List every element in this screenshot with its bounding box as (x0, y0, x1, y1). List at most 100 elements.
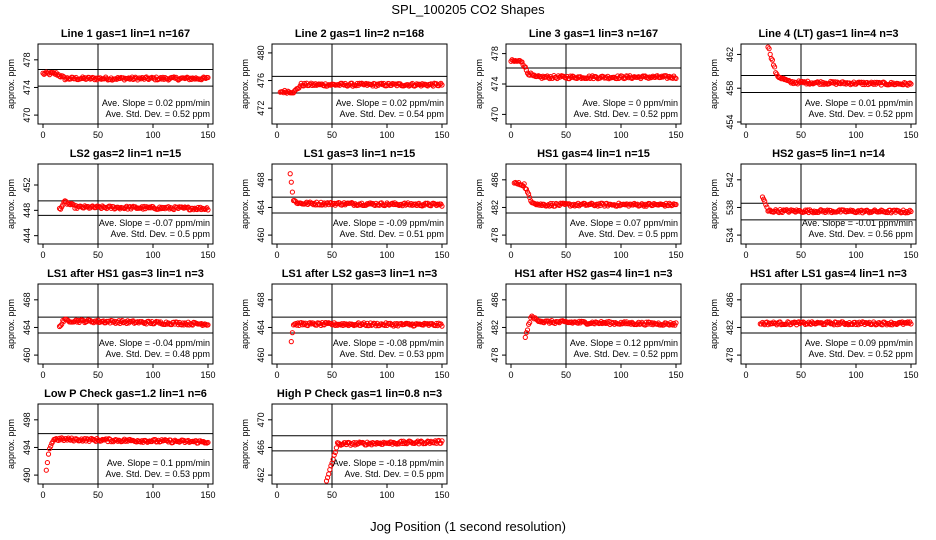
x-tick-label: 50 (561, 130, 571, 140)
panel-title: HS1 after HS2 gas=4 lin=1 n=3 (514, 268, 672, 280)
data-point (772, 64, 778, 70)
x-tick-label: 100 (848, 250, 863, 260)
data-point (297, 83, 303, 89)
panel-title: LS1 gas=3 lin=1 n=15 (304, 148, 416, 160)
panel-title: LS2 gas=2 lin=1 n=15 (70, 148, 182, 160)
data-point (205, 74, 211, 81)
y-tick-label: 464 (256, 320, 266, 335)
data-point (402, 440, 408, 447)
std-annotation: Ave. Std. Dev. = 0.52 ppm (574, 349, 678, 359)
data-point (829, 80, 835, 86)
figure-xlabel: Jog Position (1 second resolution) (370, 519, 566, 534)
panel-title: HS1 gas=4 lin=1 n=15 (537, 148, 650, 160)
data-point (42, 70, 48, 76)
plot-frame (740, 163, 917, 245)
y-tick-label: 542 (725, 172, 735, 187)
data-point (673, 320, 679, 326)
y-tick-label: 464 (256, 200, 266, 215)
y-tick-label: 482 (725, 320, 735, 335)
data-point (341, 321, 347, 327)
slope-annotation: Ave. Slope = 0 ppm/min (582, 98, 678, 108)
std-annotation: Ave. Std. Dev. = 0.53 ppm (340, 349, 444, 359)
x-tick-label: 100 (379, 130, 394, 140)
plot-frame (271, 43, 448, 125)
x-tick-label: 50 (93, 250, 103, 260)
data-point (767, 51, 773, 57)
data-point (411, 202, 418, 208)
data-point (104, 436, 110, 442)
x-tick-label: 0 (508, 370, 513, 380)
panel-title: HS2 gas=5 lin=1 n=14 (772, 148, 886, 160)
data-point (670, 202, 676, 208)
x-tick-label: 150 (200, 250, 215, 260)
data-point (523, 330, 530, 336)
data-point (842, 321, 848, 328)
data-point (360, 81, 366, 87)
data-point (523, 186, 530, 192)
x-tick-label: 50 (327, 490, 337, 500)
y-tick-label: 470 (22, 108, 32, 123)
data-point (522, 334, 528, 340)
data-point (323, 478, 330, 484)
data-point (823, 80, 829, 86)
slope-annotation: Ave. Slope = 0.02 ppm/min (336, 98, 444, 108)
std-annotation: Ave. Std. Dev. = 0.48 ppm (106, 349, 210, 359)
x-tick-label: 50 (93, 130, 103, 140)
panel-title: HS1 after LS1 gas=4 lin=1 n=3 (750, 268, 907, 280)
x-tick-label: 50 (327, 130, 337, 140)
data-point (794, 207, 800, 213)
x-tick-label: 0 (274, 130, 279, 140)
y-tick-label: 462 (256, 468, 266, 483)
plot-frame (740, 43, 917, 125)
data-point (419, 81, 425, 87)
plot-frame (271, 163, 448, 245)
y-tick-label: 460 (22, 348, 32, 363)
x-tick-label: 150 (200, 490, 215, 500)
x-tick-label: 0 (274, 250, 279, 260)
slope-annotation: Ave. Slope = -0.01 ppm/min (802, 218, 913, 228)
data-point (414, 81, 420, 87)
data-point (307, 320, 313, 326)
data-point (332, 449, 338, 456)
data-point (813, 208, 820, 215)
y-tick-label: 494 (22, 440, 32, 455)
y-tick-label: 498 (22, 412, 32, 427)
data-point (769, 57, 776, 63)
y-tick-label: 466 (256, 440, 266, 455)
y-tick-label: 448 (22, 203, 32, 218)
data-point (205, 439, 211, 446)
x-tick-label: 0 (40, 130, 45, 140)
y-tick-label: 458 (725, 81, 735, 96)
data-point (812, 209, 818, 216)
data-point (439, 323, 445, 329)
data-point (45, 451, 52, 457)
y-tick-label: 462 (725, 47, 735, 62)
plot-frame (37, 163, 214, 245)
std-annotation: Ave. Std. Dev. = 0.52 ppm (809, 109, 913, 119)
panel-title: Line 2 gas=1 lin=2 n=168 (295, 28, 424, 40)
data-point (126, 75, 132, 81)
x-tick-label: 0 (274, 490, 279, 500)
data-point (524, 327, 531, 333)
x-tick-label: 50 (796, 130, 806, 140)
std-annotation: Ave. Std. Dev. = 0.56 ppm (809, 229, 913, 239)
data-point (907, 80, 913, 86)
y-tick-label: 468 (22, 292, 32, 307)
slope-annotation: Ave. Slope = -0.18 ppm/min (333, 458, 444, 468)
data-point (527, 319, 533, 326)
data-point (432, 438, 438, 444)
data-point (328, 463, 334, 469)
data-point (287, 171, 293, 177)
y-tick-label: 478 (490, 46, 500, 61)
y-tick-label: 476 (256, 73, 266, 88)
y-tick-label: 474 (490, 76, 500, 91)
y-axis-label: approx. ppm (709, 179, 719, 229)
y-tick-label: 460 (256, 348, 266, 363)
y-axis-label: approx. ppm (6, 179, 16, 229)
x-tick-label: 50 (796, 370, 806, 380)
x-tick-label: 150 (903, 130, 918, 140)
x-tick-label: 150 (434, 370, 449, 380)
data-point (288, 339, 294, 345)
y-tick-label: 534 (725, 228, 735, 243)
x-tick-label: 100 (848, 130, 863, 140)
